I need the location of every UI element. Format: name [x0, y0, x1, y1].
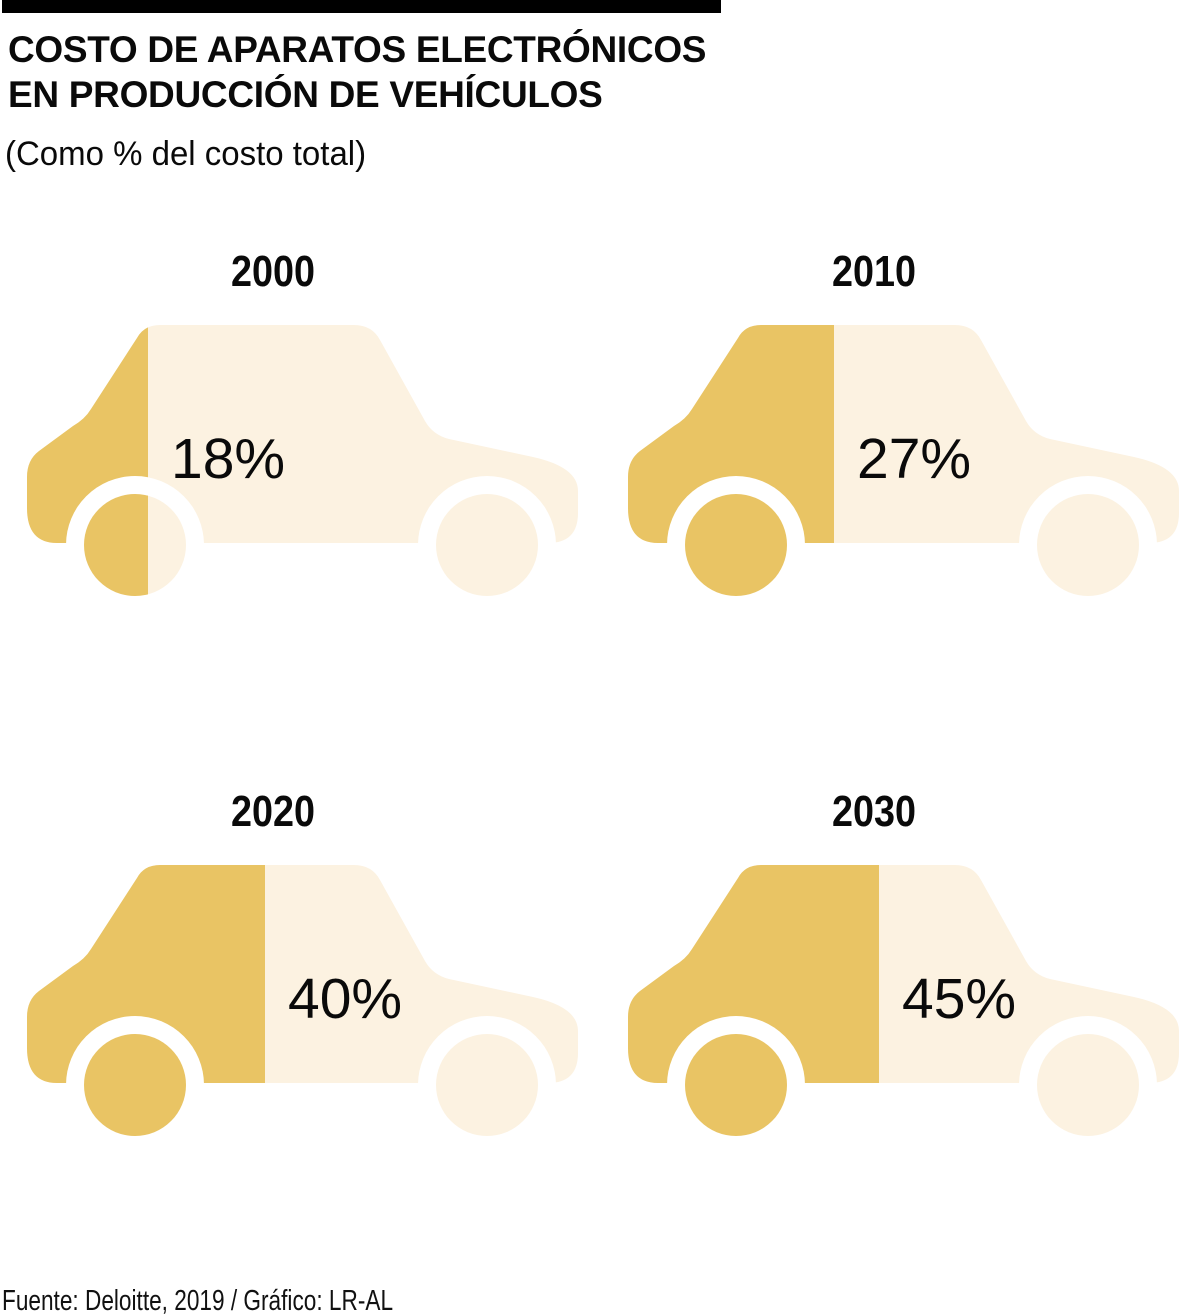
value-label-2000: 18%	[171, 427, 285, 491]
year-label-2020: 2020	[231, 787, 315, 836]
value-label-2020: 40%	[288, 967, 402, 1031]
year-label-2010: 2010	[832, 247, 916, 296]
year-label-2030: 2030	[832, 787, 916, 836]
year-label-2000: 2000	[231, 247, 315, 296]
car-pictogram-2030: 2030 45%	[628, 787, 1179, 1139]
value-label-2010: 27%	[857, 427, 971, 491]
chart-title-line2: EN PRODUCCIÓN DE VEHÍCULOS	[8, 74, 603, 115]
chart-subtitle: (Como % del costo total)	[5, 135, 367, 173]
chart-title-line1: COSTO DE APARATOS ELECTRÓNICOS	[8, 29, 707, 70]
source-credit: Fuente: Deloitte, 2019 / Gráfico: LR-AL	[2, 1285, 394, 1315]
chart-title: COSTO DE APARATOS ELECTRÓNICOS EN PRODUC…	[8, 27, 706, 117]
car-pictogram-2010: 2010 27%	[628, 247, 1179, 599]
value-label-2030: 45%	[902, 967, 1016, 1031]
car-pictogram-2020: 2020 40%	[27, 787, 578, 1139]
car-pictogram-2000: 2000 18%	[27, 247, 578, 599]
title-accent-bar	[2, 0, 721, 13]
